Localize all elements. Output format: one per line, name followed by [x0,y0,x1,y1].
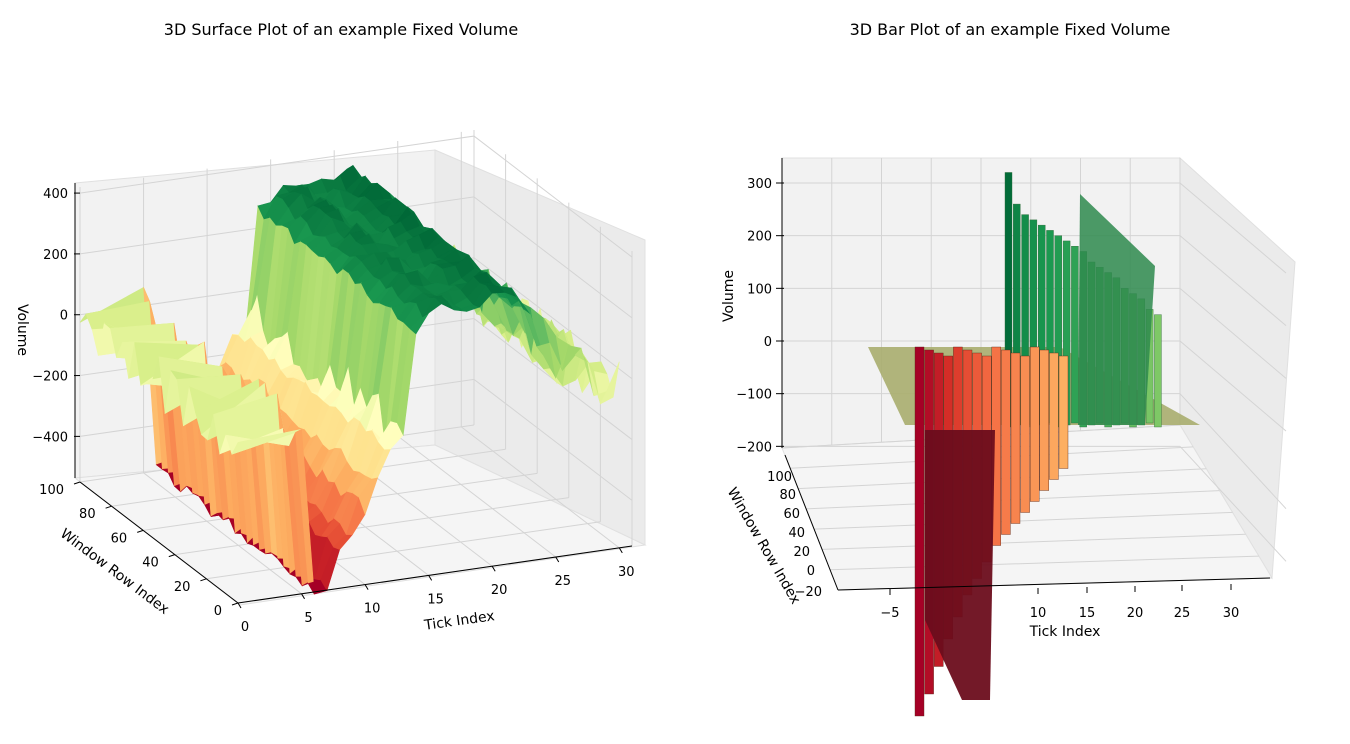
bar-negative [1020,355,1030,513]
x-tick-mark [491,565,496,572]
bar-negative [1029,346,1040,502]
y-tick-mark [105,505,112,509]
x-tick-label: 25 [554,574,571,589]
gridline [1179,393,1287,510]
gridline [1179,445,1287,562]
x-axis-line [837,577,1271,591]
y-axis-line [79,481,239,604]
y-tick-label: 60 [111,531,128,546]
z-tick-label: 200 [43,248,68,263]
gridline [397,435,557,558]
x-tick-label: 5 [304,611,312,626]
y-tick-mark [168,554,175,558]
x-tick-label: 15 [1079,606,1096,621]
left-chart-title: 3D Surface Plot of an example Fixed Volu… [164,20,518,39]
gridline [1179,235,1287,327]
y-tick-label: 20 [174,580,191,595]
bar-positive [1154,314,1162,428]
x-tick-mark [237,602,242,609]
y-tick-label: 80 [79,507,96,522]
y-tick-label: 0 [214,604,222,619]
right-chart-title: 3D Bar Plot of an example Fixed Volume [850,20,1171,39]
left-zlabel: Volume [14,304,30,356]
left-xlabel: Tick Index [422,608,495,634]
surface-mesh [79,165,620,595]
x-tick-label: 20 [491,583,508,598]
gridline [813,511,1233,530]
x-axis-line [237,545,633,604]
x-tick-label: 0 [241,620,249,635]
z-tick-label: −400 [32,430,68,445]
bar-negative-deep [925,430,995,700]
z-tick-label: −200 [32,370,68,385]
bar-negative [1039,349,1050,491]
x-tick-label: 10 [1030,606,1047,621]
bar-negative [1049,352,1059,480]
x-tick-label: 30 [618,565,635,580]
gridline [143,472,302,595]
surface-ticks: 0 5 10 15 20 25 30 0 20 40 60 80 100 −400 −200 0 200 400 [32,187,634,635]
z-tick-label: 0 [764,335,772,350]
x-tick-mark [428,575,433,581]
gridline [829,555,1259,571]
x-tick-mark [301,593,305,600]
right-xlabel: Tick Index [1029,624,1101,640]
surface-face [599,361,620,405]
y-tick-label: 80 [779,488,796,503]
y-tick-mark [231,602,239,606]
surface-chart: 051015202530020406080100−400−2000200400 … [14,130,647,635]
y-tick-mark [73,481,81,485]
x-tick-mark [555,556,560,563]
x-tick-mark [364,584,369,590]
z-tick-label: 300 [747,177,772,192]
z-tick-label: 0 [60,309,68,324]
gridline [821,533,1246,550]
x-tick-label: 10 [364,602,381,617]
y-tick-mark [137,529,144,533]
x-tick-label: 25 [1174,606,1191,621]
gridline [1179,182,1287,274]
bar-negative [1010,352,1021,524]
right-zlabel: Volume [721,270,737,322]
y-tick-label: 60 [783,507,800,522]
bar-negative [914,346,925,717]
z-tick-label: −100 [736,388,772,403]
z-tick-label: 400 [43,187,68,202]
y-tick-label: 0 [807,564,815,579]
bar-negative [1058,355,1069,469]
y-tick-label: 40 [788,526,805,541]
y-tick-label: −20 [795,585,822,600]
z-tick-label: −200 [736,440,772,455]
x-tick-mark [618,547,623,554]
y-tick-label: 100 [39,483,64,498]
bar-negative [1001,349,1011,535]
bar-positive-slab [1078,194,1155,425]
z-tick-label: 100 [747,282,772,297]
y-tick-label: 20 [793,545,810,560]
z-tick-label: 200 [747,230,772,245]
gridline [174,497,569,556]
x-tick-label: 20 [1127,606,1144,621]
bar-marks [868,172,1200,717]
gridline [1179,287,1287,379]
x-tick-label: 30 [1223,606,1240,621]
y-tick-label: 40 [142,556,159,571]
x-tick-label: −5 [880,606,899,621]
y-tick-mark [200,578,207,582]
x-tick-label: 15 [427,592,444,607]
gridline [1179,340,1287,432]
right-ylabel: Window Row Index [724,485,804,607]
y-tick-label: 100 [767,470,792,485]
bar-positive [1071,245,1079,424]
gridline [460,426,620,549]
y-axis-line [784,454,839,591]
gridline [206,521,601,580]
